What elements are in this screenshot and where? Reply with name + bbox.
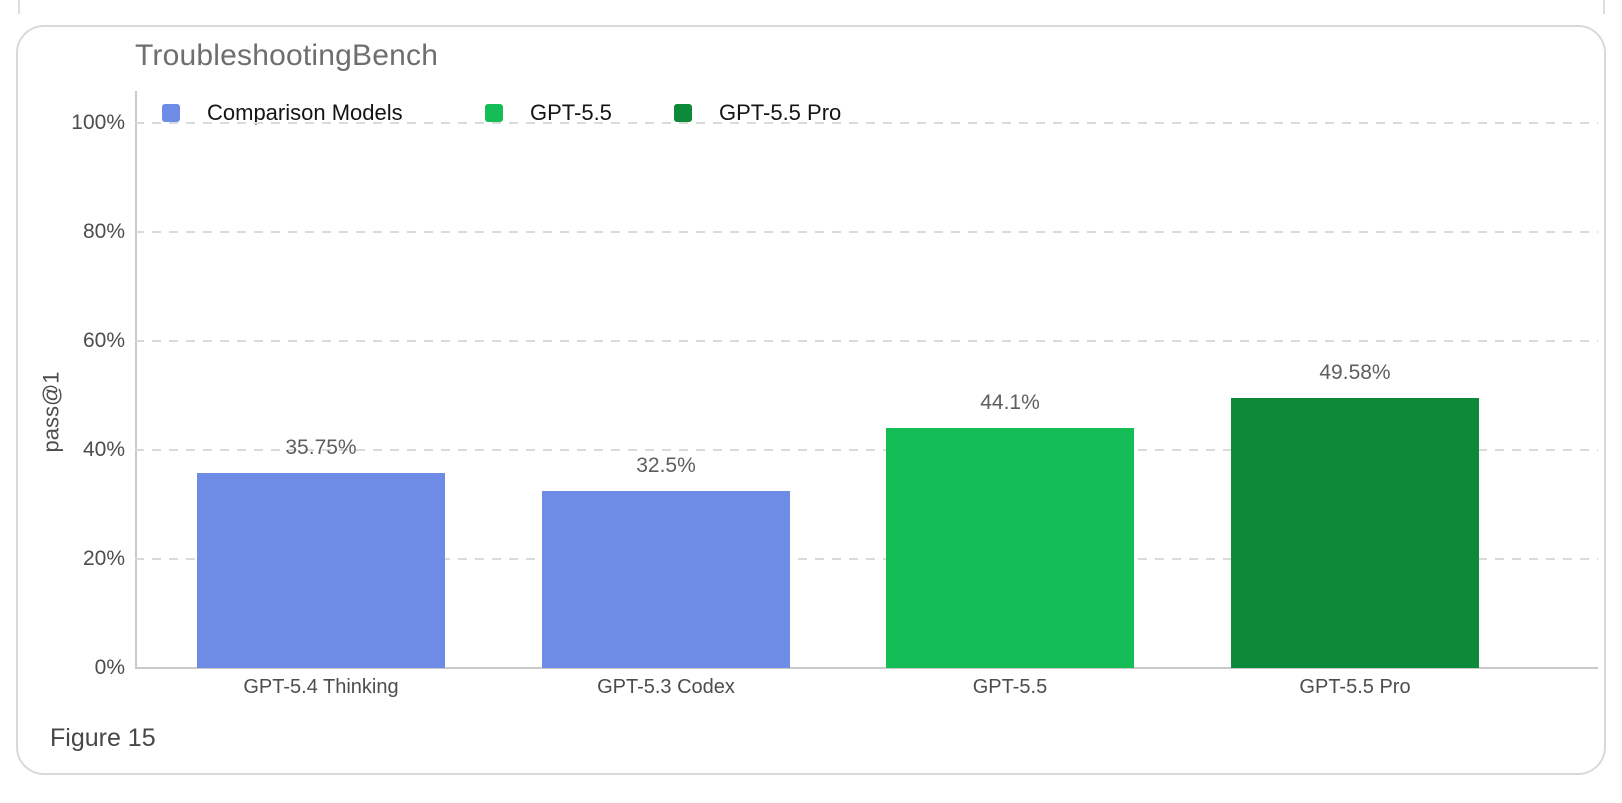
gridline-60 (135, 340, 1598, 342)
bar-value-label-gpt-5-5: 44.1% (980, 391, 1040, 414)
x-axis-line (135, 667, 1598, 669)
bar-value-label-gpt-5-4-thinking: 35.75% (285, 436, 357, 459)
previous-card-right-edge (1603, 0, 1605, 14)
x-tick-label-gpt-5-4-thinking: GPT-5.4 Thinking (243, 676, 399, 698)
bar-gpt-5-3-codex[interactable] (542, 491, 790, 668)
legend-label: Comparison Models (207, 100, 403, 125)
previous-card-left-edge (18, 0, 20, 14)
bar-gpt-5-5[interactable] (886, 428, 1134, 668)
figure-caption: Figure 15 (50, 724, 156, 752)
y-tick-label-40: 40% (82, 438, 125, 461)
chart-card: TroubleshootingBench Comparison Models GP… (16, 25, 1606, 775)
gridline-80 (135, 231, 1598, 233)
y-tick-label-80: 80% (82, 220, 125, 243)
legend-swatch-gpt-5-5-pro (674, 104, 692, 122)
gridline-40 (135, 449, 1598, 451)
legend-item-gpt-5-5[interactable]: GPT-5.5 (485, 98, 612, 128)
legend-label: GPT-5.5 Pro (719, 100, 842, 125)
x-tick-label-gpt-5-5-pro: GPT-5.5 Pro (1299, 676, 1411, 698)
legend-item-gpt-5-5-pro[interactable]: GPT-5.5 Pro (674, 98, 841, 128)
legend-swatch-comparison-models (162, 104, 180, 122)
y-tick-label-20: 20% (82, 547, 125, 570)
x-tick-label-gpt-5-5: GPT-5.5 (972, 676, 1048, 698)
bar-gpt-5-4-thinking[interactable] (197, 473, 445, 668)
y-axis-line (135, 91, 137, 669)
y-tick-label-100: 100% (71, 111, 125, 134)
chart-title: TroubleshootingBench (135, 39, 439, 72)
legend-swatch-gpt-5-5 (485, 104, 503, 122)
legend-label: GPT-5.5 (530, 100, 612, 125)
bar-gpt-5-5-pro[interactable] (1231, 398, 1479, 668)
plot-area: 35.75% GPT-5.4 Thinking 32.5% GPT-5.3 Codex… (135, 122, 1598, 698)
legend-item-comparison-models[interactable]: Comparison Models (162, 98, 403, 128)
y-tick-label-0: 0% (94, 656, 125, 679)
x-tick-label-gpt-5-3-codex: GPT-5.3 Codex (597, 676, 735, 698)
gridline-20 (135, 558, 1598, 560)
bar-value-label-gpt-5-3-codex: 32.5% (636, 454, 696, 477)
gridline-100 (135, 122, 1598, 124)
y-tick-label-60: 60% (82, 329, 125, 352)
bar-value-label-gpt-5-5-pro: 49.58% (1319, 361, 1391, 384)
